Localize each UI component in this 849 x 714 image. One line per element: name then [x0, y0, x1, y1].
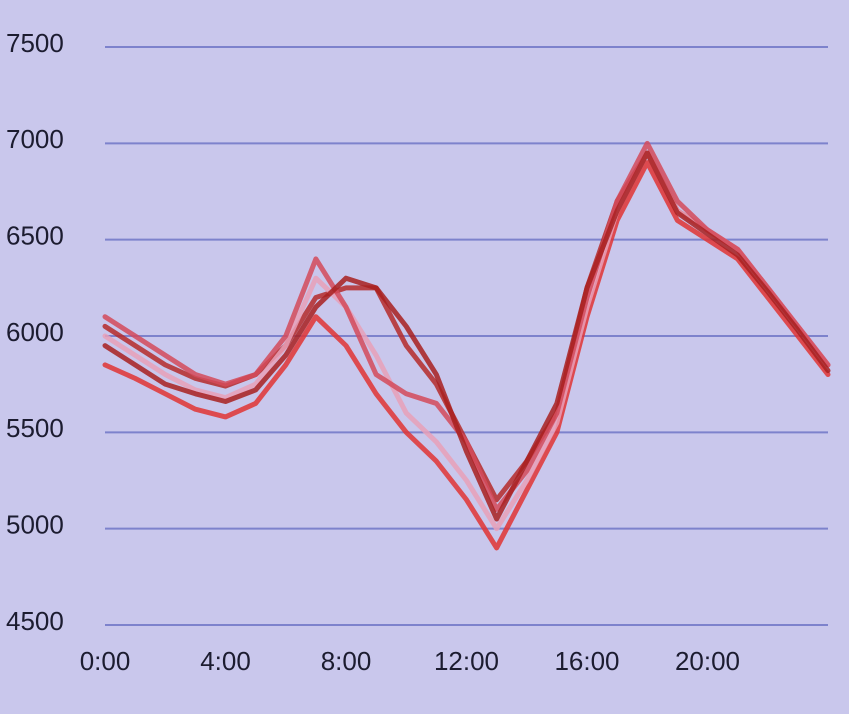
- data-line: [102, 160, 831, 551]
- y-tick-label: 7500: [6, 28, 64, 58]
- x-tick-label: 12:00: [434, 646, 499, 676]
- y-tick-label: 5000: [6, 510, 64, 540]
- x-tick-label: 4:00: [200, 646, 251, 676]
- y-tick-label: 5500: [6, 413, 64, 443]
- data-line: [102, 140, 831, 512]
- x-tick-label: 0:00: [80, 646, 131, 676]
- y-tick-label: 4500: [6, 606, 64, 636]
- x-tick-label: 8:00: [321, 646, 372, 676]
- x-tick-label: 20:00: [675, 646, 740, 676]
- y-tick-label: 6000: [6, 317, 64, 347]
- y-tick-label: 6500: [6, 221, 64, 251]
- x-tick-label: 16:00: [554, 646, 619, 676]
- y-tick-label: 7000: [6, 124, 64, 154]
- data-line: [102, 150, 831, 522]
